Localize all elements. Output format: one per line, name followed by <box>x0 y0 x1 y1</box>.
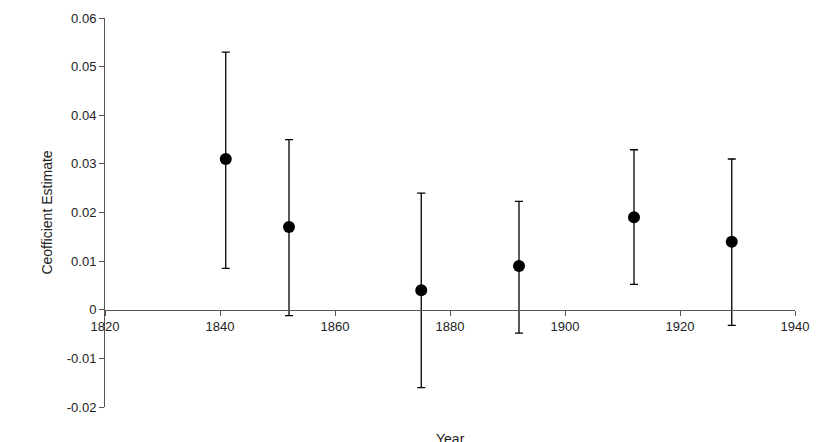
svg-text:1860: 1860 <box>321 319 350 334</box>
svg-text:1820: 1820 <box>91 319 120 334</box>
svg-text:0.06: 0.06 <box>71 11 96 26</box>
svg-text:0.04: 0.04 <box>71 108 96 123</box>
svg-text:1920: 1920 <box>666 319 695 334</box>
svg-text:0.02: 0.02 <box>71 205 96 220</box>
svg-text:1840: 1840 <box>206 319 235 334</box>
svg-text:Ceofficient Estimate: Ceofficient Estimate <box>39 150 55 274</box>
svg-text:1880: 1880 <box>436 319 465 334</box>
svg-text:-0.02: -0.02 <box>67 400 97 415</box>
svg-text:0: 0 <box>89 302 96 317</box>
svg-text:0.01: 0.01 <box>71 254 96 269</box>
svg-text:0.05: 0.05 <box>71 59 96 74</box>
svg-text:-0.01: -0.01 <box>67 351 97 366</box>
svg-text:Year: Year <box>436 431 465 442</box>
svg-text:1900: 1900 <box>551 319 580 334</box>
svg-text:1940: 1940 <box>781 319 810 334</box>
svg-text:0.03: 0.03 <box>71 156 96 171</box>
